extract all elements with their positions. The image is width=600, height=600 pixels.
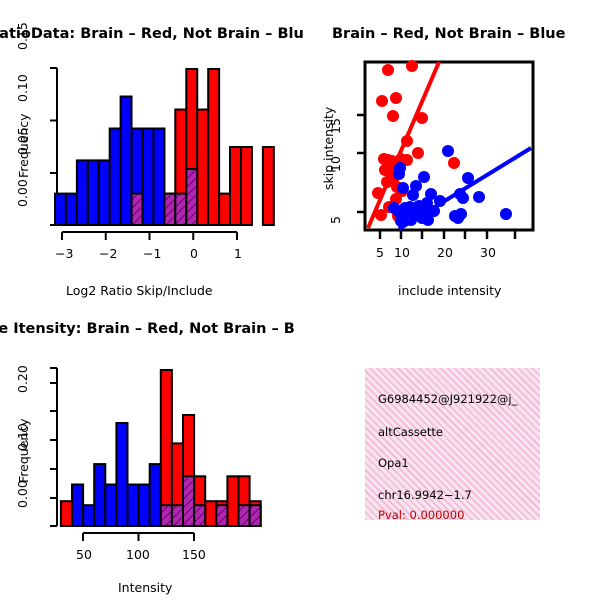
scatter-plot	[357, 60, 535, 239]
panel-gene-histogram: ne Itensity: Brain – Red, Not Brain – B …	[0, 300, 300, 600]
scatter-xtick-20: 20	[437, 245, 453, 260]
ratio-ytick-0_00: 0.00	[15, 179, 30, 207]
scatter-xtick-5: 5	[376, 245, 384, 260]
ratio-bars-red	[163, 68, 275, 227]
scatter-points-red	[372, 60, 460, 222]
ratio-xtick--2: −2	[99, 246, 118, 261]
gene-bars-red	[59, 369, 262, 528]
gene-y-axis	[50, 367, 58, 527]
scatter-ytick-5: 5	[328, 216, 343, 224]
panel-info: G6984452@J921922@j_ altCassette Opa1 chr…	[300, 300, 600, 600]
scatter-ytick-10: 10	[328, 156, 343, 172]
gene-ytick-0_00: 0.00	[15, 480, 30, 508]
gene-xtick-150: 150	[182, 547, 206, 562]
info-line-gene-symbol: Opa1	[378, 456, 409, 470]
scatter-xlabel: include intensity	[398, 283, 502, 298]
ratio-xtick-1: 1	[234, 246, 242, 261]
scatter-x-ticks	[378, 230, 517, 239]
ratio-bars-overlap	[130, 168, 199, 227]
ratio-xtick--1: −1	[143, 246, 162, 261]
gene-xtick-50: 50	[76, 547, 92, 562]
ratio-xtick--3: −3	[55, 246, 74, 261]
gene-ytick-0_20: 0.20	[15, 365, 30, 393]
info-line-event-type: altCassette	[378, 425, 443, 439]
ratio-ytick-0_10: 0.10	[15, 74, 30, 102]
info-panel-background	[365, 368, 540, 520]
ratio-ytick-0_15: 0.15	[15, 22, 30, 50]
scatter-y-ticks	[357, 113, 365, 214]
ratio-histogram-title: RatioData: Brain – Red, Not Brain – Blu	[0, 26, 304, 42]
scatter-points-blue	[388, 145, 512, 227]
panel-intensity-scatter: Brain – Red, Not Brain – Blue skip inten…	[300, 0, 600, 310]
scatter-xtick-30: 30	[480, 245, 496, 260]
info-line-coordinates: chr16.9942−1.7	[378, 488, 472, 502]
ratio-xtick-0: 0	[190, 246, 198, 261]
scatter-xtick-10: 10	[394, 245, 410, 260]
info-line-pvalue: Pval: 0.000000	[378, 508, 465, 522]
ratio-x-axis	[61, 231, 238, 240]
gene-x-axis	[82, 532, 195, 541]
gene-bars-overlap	[159, 475, 262, 528]
ratio-histogram-plot	[50, 67, 275, 240]
ratio-ytick-0_05: 0.05	[15, 127, 30, 155]
gene-xtick-100: 100	[126, 547, 150, 562]
scatter-frame	[363, 60, 535, 232]
scatter-ytick-15: 15	[328, 118, 343, 134]
ratio-histogram-xlabel: Log2 Ratio Skip/Include	[66, 283, 213, 298]
info-line-event-id: G6984452@J921922@j_	[378, 392, 518, 406]
gene-histogram-xlabel: Intensity	[118, 580, 173, 595]
gene-histogram-plot	[50, 367, 262, 541]
gene-ytick-0_10: 0.10	[15, 423, 30, 451]
gene-histogram-title: ne Itensity: Brain – Red, Not Brain – B	[0, 321, 295, 337]
panel-ratio-histogram: RatioData: Brain – Red, Not Brain – Blu …	[0, 0, 304, 310]
scatter-title: Brain – Red, Not Brain – Blue	[332, 26, 566, 42]
